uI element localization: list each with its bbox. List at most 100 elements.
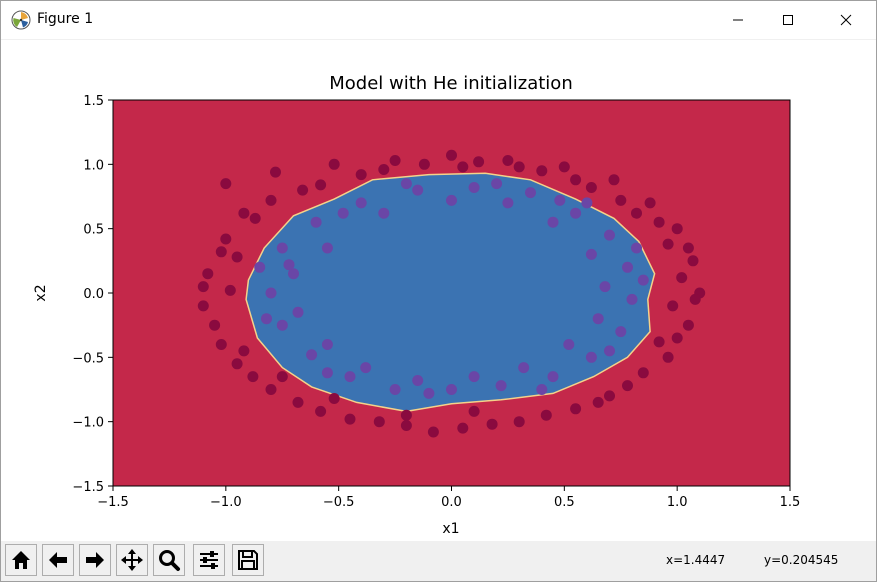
point-class1-42: [604, 345, 615, 356]
point-class1-28: [593, 313, 604, 324]
y-tick-label: 0.0: [83, 287, 104, 302]
point-class0-64: [329, 393, 340, 404]
point-class1-29: [563, 339, 574, 350]
point-class1-2: [356, 197, 367, 208]
point-class0-40: [487, 419, 498, 430]
point-class1-8: [622, 262, 633, 273]
point-class0-26: [238, 208, 249, 219]
maximize-button[interactable]: [765, 1, 811, 39]
y-tick-label: 1.5: [83, 94, 104, 109]
point-class1-11: [586, 352, 597, 363]
point-class0-58: [690, 294, 701, 305]
point-class0-22: [216, 339, 227, 350]
minimize-button[interactable]: [715, 1, 761, 39]
y-axis-label: x2: [33, 284, 49, 301]
point-class0-33: [631, 208, 642, 219]
point-class0-25: [220, 234, 231, 245]
save-button[interactable]: [232, 544, 264, 576]
point-class0-28: [356, 169, 367, 180]
point-class0-15: [570, 403, 581, 414]
point-class1-3: [412, 185, 423, 196]
point-class0-45: [232, 358, 243, 369]
chart-title: Model with He initialization: [329, 73, 572, 94]
point-class1-13: [496, 380, 507, 391]
point-class0-6: [559, 161, 570, 172]
point-class0-20: [293, 397, 304, 408]
y-tick-label: −1.5: [72, 480, 104, 495]
point-class1-1: [311, 217, 322, 228]
point-class0-53: [514, 161, 525, 172]
chart[interactable]: Model with He initialization −1.5 −1.0 −0.…: [1, 40, 876, 540]
point-class1-41: [638, 275, 649, 286]
point-class0-35: [676, 272, 687, 283]
point-class0-7: [609, 174, 620, 185]
x-coordinate-readout: x=1.4447: [666, 553, 725, 567]
point-class0-1: [270, 167, 281, 178]
y-tick-label: 1.0: [83, 158, 104, 173]
point-class1-23: [446, 195, 457, 206]
point-class0-42: [374, 416, 385, 427]
x-tick-label: 0.5: [554, 495, 575, 510]
point-class0-4: [446, 150, 457, 161]
point-class1-31: [469, 371, 480, 382]
figure-canvas[interactable]: Model with He initialization −1.5 −1.0 −0.…: [1, 40, 876, 540]
point-class0-59: [672, 333, 683, 344]
point-class1-14: [446, 384, 457, 395]
point-class0-63: [401, 410, 412, 421]
point-class0-44: [266, 384, 277, 395]
point-class1-7: [604, 230, 615, 241]
save-icon: [236, 548, 260, 572]
point-class0-55: [615, 195, 626, 206]
point-class1-49: [401, 178, 412, 189]
point-class0-8: [645, 197, 656, 208]
point-class0-68: [216, 246, 227, 257]
point-class0-66: [238, 345, 249, 356]
point-class0-36: [667, 300, 678, 311]
close-button[interactable]: [823, 1, 869, 39]
point-class0-37: [654, 336, 665, 347]
point-class0-52: [457, 161, 468, 172]
point-class1-45: [322, 367, 333, 378]
point-class1-5: [525, 187, 536, 198]
x-tick-label: −1.0: [210, 495, 242, 510]
x-tick-label: 1.5: [780, 495, 801, 510]
point-class1-26: [586, 249, 597, 260]
point-class0-13: [663, 352, 674, 363]
title-bar: Figure 1: [1, 1, 876, 40]
zoom-button[interactable]: [153, 544, 185, 576]
back-button[interactable]: [42, 544, 74, 576]
point-class0-43: [315, 406, 326, 417]
subplots-config-icon: [197, 548, 221, 572]
point-class1-27: [600, 281, 611, 292]
y-axis-ticks: −1.5 −1.0 −0.5 0.0 0.5 1.0 1.5: [72, 94, 113, 495]
pan-button[interactable]: [116, 544, 148, 576]
y-tick-label: −1.0: [72, 416, 104, 431]
point-class0-67: [198, 281, 209, 292]
minimize-icon: [732, 14, 744, 26]
point-class1-30: [518, 362, 529, 373]
point-class0-65: [277, 371, 288, 382]
point-class1-48: [554, 195, 565, 206]
point-class1-19: [266, 288, 277, 299]
point-class0-60: [638, 367, 649, 378]
point-class0-49: [266, 195, 277, 206]
forward-button[interactable]: [79, 544, 111, 576]
point-class1-32: [412, 375, 423, 386]
point-class0-21: [247, 371, 258, 382]
point-class1-44: [423, 388, 434, 399]
home-icon: [9, 548, 33, 572]
y-tick-label: −0.5: [72, 351, 104, 366]
point-class0-38: [604, 390, 615, 401]
point-class1-18: [277, 320, 288, 331]
point-class0-50: [315, 179, 326, 190]
point-class1-17: [306, 349, 317, 360]
point-class0-24: [202, 268, 213, 279]
point-class0-56: [654, 217, 665, 228]
point-class0-32: [586, 182, 597, 193]
point-class0-29: [419, 159, 430, 170]
home-button[interactable]: [5, 544, 37, 576]
subplots-config-button[interactable]: [193, 544, 225, 576]
pan-icon: [120, 548, 144, 572]
point-class0-47: [225, 285, 236, 296]
